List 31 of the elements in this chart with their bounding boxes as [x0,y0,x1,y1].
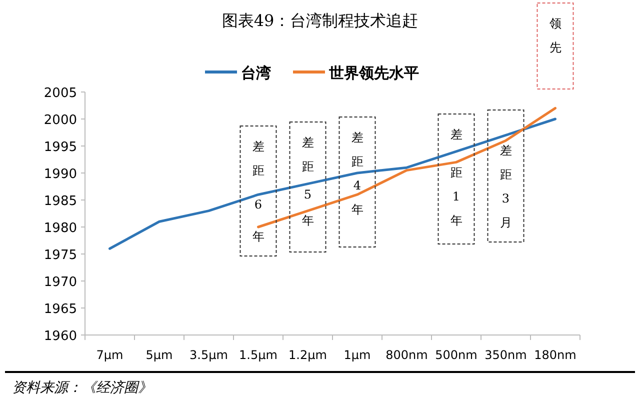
legend-label: 台湾 [241,64,271,82]
x-tick-label: 3.5μm [190,348,228,362]
y-tick-label: 2005 [44,86,77,101]
y-tick-label: 1965 [44,302,77,317]
legend-label: 世界领先水平 [328,64,419,82]
x-tick-label: 800nm [386,348,428,362]
text: 差距1年 [450,128,462,228]
y-tick-label: 2000 [44,113,77,128]
text: 资料来源：《经济圈》 [12,380,152,396]
x-tick-label: 5μm [146,348,173,362]
chart-title: 图表49：台湾制程技术追赶 [222,11,418,30]
y-tick-label: 1995 [44,140,77,155]
x-tick-label: 7μm [96,348,124,362]
annotation: 差距5年 [302,136,314,228]
annotation: 差距4年 [351,130,364,216]
line-series [108,118,556,250]
y-tick-label: 1975 [44,248,77,263]
x-tick-label: 180nm [534,348,576,362]
x-tick-label: 1μm [344,348,371,362]
x-tick-label: 1.5μm [239,348,278,362]
x-tick-label: 1.2μm [288,348,327,362]
text: 领先 [549,16,562,54]
y-tick-label: 1960 [44,329,77,344]
text: 差距6年 [252,140,264,244]
x-tick-label: 500nm [435,348,478,362]
y-tick-label: 1990 [44,167,77,182]
annotation: 差距3月 [500,144,512,230]
y-tick-label: 1985 [44,194,77,209]
y-tick-label: 1970 [44,275,77,290]
y-tick-label: 1980 [44,221,77,236]
x-tick-label: 350nm [484,348,527,362]
